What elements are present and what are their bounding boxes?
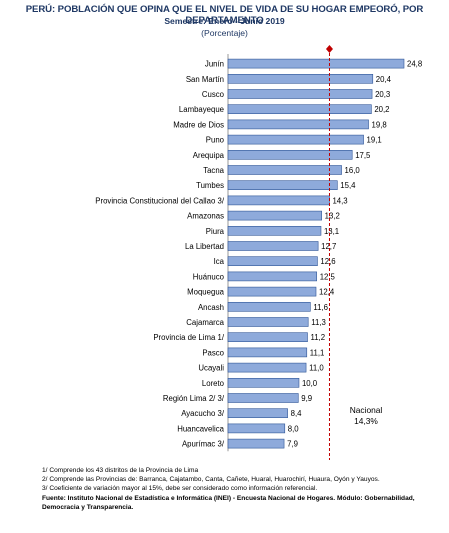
footnotes: 1/ Comprende los 43 distritos de la Prov… <box>42 466 442 512</box>
bar <box>227 393 299 403</box>
value-label: 11,0 <box>309 364 324 373</box>
bar <box>227 210 322 221</box>
category-label: San Martín <box>186 75 224 84</box>
value-label: 13,2 <box>325 212 340 221</box>
category-label: Huancavelica <box>177 424 224 433</box>
value-label: 24,8 <box>407 60 422 69</box>
bar <box>227 408 288 419</box>
bar <box>227 89 373 99</box>
category-label: Cusco <box>202 90 225 99</box>
bar-chart: Junín 24,8 San Martín 20,4 Cusco 20,3 Lambayeq… <box>95 45 422 460</box>
value-label: 19,8 <box>372 120 387 129</box>
bar <box>227 74 374 84</box>
category-label: Arequipa <box>193 151 225 160</box>
value-label: 14,3 <box>332 196 347 205</box>
bar <box>227 241 319 251</box>
bar <box>227 301 311 312</box>
chart-subtitle: Semestre: Enero - Junio 2019 <box>164 16 285 26</box>
source-note: Fuente: Instituto Nacional de Estadístic… <box>42 494 415 511</box>
reference-marker-top <box>325 45 333 53</box>
bar <box>227 256 318 267</box>
category-label: Ica <box>214 257 225 266</box>
value-label: 20,2 <box>374 105 389 114</box>
footnote-2: 2/ Comprende las Provincias de: Barranca… <box>42 476 380 484</box>
bar <box>227 58 405 69</box>
category-label: Provincia de Lima 1/ <box>153 333 224 342</box>
category-label: La Libertad <box>185 242 224 251</box>
bar <box>227 165 342 175</box>
value-label: 12,4 <box>319 288 335 297</box>
chart-unit: (Porcentaje) <box>201 28 248 38</box>
value-label: 10,0 <box>302 379 318 388</box>
category-label: Cajamarca <box>186 318 224 327</box>
bar <box>227 362 307 373</box>
value-label: 11,3 <box>311 318 326 327</box>
value-label: 8,0 <box>288 424 300 433</box>
bar <box>227 104 372 114</box>
bar <box>227 347 308 358</box>
reference-label: Nacional <box>350 405 383 415</box>
value-label: 20,3 <box>375 90 390 99</box>
category-label: Puno <box>206 136 225 145</box>
category-label: Pasco <box>202 348 224 357</box>
value-label: 11,2 <box>310 333 325 342</box>
category-label: Moquegua <box>187 288 225 297</box>
value-label: 12,7 <box>321 242 336 251</box>
category-label: Apurímac 3/ <box>182 440 225 449</box>
bar <box>227 438 285 449</box>
bar <box>227 286 317 297</box>
bar <box>227 317 309 327</box>
category-label: Loreto <box>202 379 225 388</box>
bar <box>227 377 300 388</box>
bar <box>227 150 353 160</box>
value-label: 12,5 <box>320 272 336 281</box>
category-label: Tacna <box>203 166 224 175</box>
category-label: Huánuco <box>193 272 225 281</box>
footnote-1: 1/ Comprende los 43 distritos de la Prov… <box>42 467 199 474</box>
category-label: Madre de Dios <box>173 120 224 129</box>
reference-value-label: 14,3% <box>354 416 378 426</box>
category-label: Ancash <box>198 303 224 312</box>
value-label: 11,6 <box>313 303 328 312</box>
value-label: 7,9 <box>287 440 298 449</box>
value-label: 12,6 <box>320 257 335 266</box>
bar <box>227 195 330 206</box>
value-label: 11,1 <box>310 348 325 357</box>
category-label: Tumbes <box>196 181 224 190</box>
value-label: 9,9 <box>301 394 312 403</box>
bar <box>227 134 364 145</box>
chart-title: PERÚ: POBLACIÓN QUE OPINA QUE EL NIVEL D… <box>25 4 424 26</box>
value-label: 15,4 <box>340 181 356 190</box>
value-label: 19,1 <box>367 136 382 145</box>
value-label: 8,4 <box>291 409 303 418</box>
value-label: 16,0 <box>345 166 361 175</box>
value-label: 20,4 <box>376 75 392 84</box>
category-label: Junín <box>205 60 224 69</box>
category-label: Amazonas <box>187 212 224 221</box>
category-label: Provincia Constitucional del Callao 3/ <box>95 196 225 205</box>
bar <box>227 423 286 434</box>
category-label: Región Lima 2/ 3/ <box>163 394 225 403</box>
value-label: 17,5 <box>355 151 371 160</box>
bar <box>227 180 338 190</box>
bar <box>227 226 322 236</box>
category-label: Ayacucho 3/ <box>181 409 225 418</box>
bar <box>227 271 318 282</box>
category-label: Piura <box>206 227 225 236</box>
footnote-3: 3/ Coeficiente de variación mayor al 15%… <box>42 485 318 493</box>
bar <box>227 332 308 343</box>
bar <box>227 119 369 130</box>
value-label: 13,1 <box>324 227 339 236</box>
category-label: Lambayeque <box>179 105 224 114</box>
category-label: Ucayali <box>198 364 224 373</box>
